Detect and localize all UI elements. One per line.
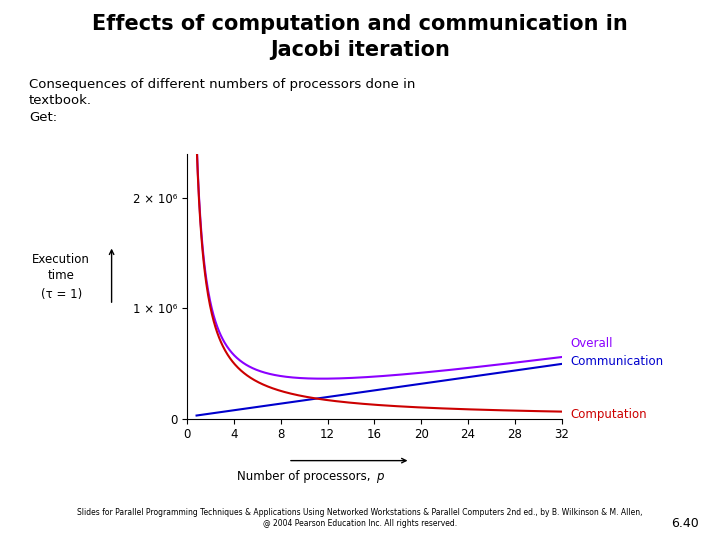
Text: Computation: Computation bbox=[570, 408, 647, 421]
Text: 6.40: 6.40 bbox=[670, 517, 698, 530]
Text: @ 2004 Pearson Education Inc. All rights reserved.: @ 2004 Pearson Education Inc. All rights… bbox=[263, 519, 457, 528]
Text: Overall: Overall bbox=[570, 337, 613, 350]
Text: Get:: Get: bbox=[29, 111, 57, 124]
Text: textbook.: textbook. bbox=[29, 94, 92, 107]
Text: Number of processors,: Number of processors, bbox=[237, 470, 374, 483]
Text: Jacobi iteration: Jacobi iteration bbox=[270, 40, 450, 60]
Text: Execution: Execution bbox=[32, 253, 90, 266]
Text: Slides for Parallel Programming Techniques & Applications Using Networked Workst: Slides for Parallel Programming Techniqu… bbox=[77, 508, 643, 517]
Text: p: p bbox=[376, 470, 383, 483]
Text: (τ = 1): (τ = 1) bbox=[40, 288, 82, 301]
Text: Consequences of different numbers of processors done in: Consequences of different numbers of pro… bbox=[29, 78, 415, 91]
Text: time: time bbox=[48, 269, 75, 282]
Text: Communication: Communication bbox=[570, 355, 663, 368]
Text: Effects of computation and communication in: Effects of computation and communication… bbox=[92, 14, 628, 33]
